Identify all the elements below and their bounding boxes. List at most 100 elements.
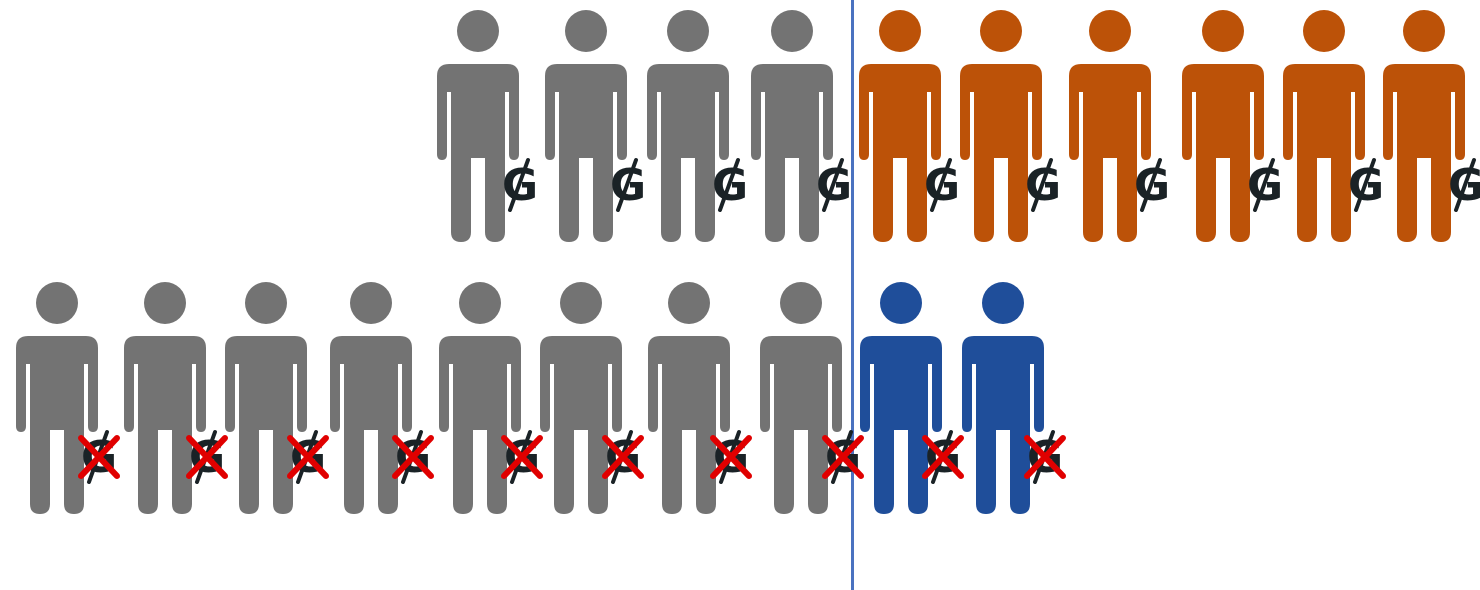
person-head [565,10,607,52]
g-symbol-icon: G [600,156,656,216]
grey-person-icon [749,8,835,248]
person-body [1182,64,1264,242]
person-head [668,282,710,324]
red-cross-mark [287,435,329,479]
g-symbol-slash [822,158,844,212]
red-cross-mark [822,435,864,479]
red-cross-mark [78,435,120,479]
grey-person-icon [758,280,844,520]
person-head [980,10,1022,52]
person-body [760,336,842,514]
person-body [751,64,833,242]
grey-person-icon [543,8,629,248]
g-symbol-slash [718,158,740,212]
grey-person-icon [14,280,100,520]
person-body [16,336,98,514]
grey-person-icon [435,8,521,248]
crossed-g-symbol-icon: G [815,428,871,488]
person-head [36,282,78,324]
person-head [982,282,1024,324]
orange-person-icon [1281,8,1367,248]
person-head [1303,10,1345,52]
person-body [225,336,307,514]
grey-person-icon [328,280,414,520]
g-symbol-slash [1354,158,1376,212]
person-body [1283,64,1365,242]
person-body [540,336,622,514]
person-body [124,336,206,514]
person-body [647,64,729,242]
orange-person-icon [1180,8,1266,248]
person-body [962,336,1044,514]
person-head [457,10,499,52]
g-symbol-icon: G [1237,156,1293,216]
person-head [880,282,922,324]
red-cross-mark [1024,435,1066,479]
grey-person-icon [122,280,208,520]
g-symbol-slash [1454,158,1476,212]
grey-person-icon [437,280,523,520]
g-symbol-icon: G [1438,156,1480,216]
person-head [667,10,709,52]
red-cross-mark [710,435,752,479]
person-head [879,10,921,52]
g-symbol-slash [616,158,638,212]
blue-person-icon [960,280,1046,520]
crossed-g-symbol-icon: G [595,428,651,488]
orange-person-icon [958,8,1044,248]
red-cross-mark [501,435,543,479]
person-body [437,64,519,242]
crossed-g-symbol-icon: G [385,428,441,488]
g-symbol-icon: G [806,156,862,216]
red-cross-mark [602,435,644,479]
crossed-g-symbol-icon: G [1017,428,1073,488]
g-symbol-slash [1031,158,1053,212]
crossed-g-symbol-icon: G [179,428,235,488]
g-symbol-icon: G [914,156,970,216]
person-body [545,64,627,242]
crossed-g-symbol-icon: G [915,428,971,488]
orange-person-icon [1381,8,1467,248]
grey-person-icon [538,280,624,520]
person-body [439,336,521,514]
g-symbol-icon: G [1015,156,1071,216]
person-head [1202,10,1244,52]
crossed-g-symbol-icon: G [703,428,759,488]
crossed-g-symbol-icon: G [280,428,336,488]
g-symbol-slash [1253,158,1275,212]
g-symbol-icon: G [1338,156,1394,216]
crossed-g-symbol-icon: G [71,428,127,488]
person-body [860,336,942,514]
grey-person-icon [223,280,309,520]
person-body [330,336,412,514]
orange-person-icon [857,8,943,248]
red-cross-mark [392,435,434,479]
person-head [459,282,501,324]
person-body [1383,64,1465,242]
grey-person-icon [645,8,731,248]
person-head [245,282,287,324]
red-cross-mark [186,435,228,479]
person-head [771,10,813,52]
person-body [960,64,1042,242]
person-body [859,64,941,242]
blue-person-icon [858,280,944,520]
grey-person-icon [646,280,732,520]
person-head [1089,10,1131,52]
red-cross-mark [922,435,964,479]
person-body [1069,64,1151,242]
person-head [144,282,186,324]
orange-person-icon [1067,8,1153,248]
crossed-g-symbol-icon: G [494,428,550,488]
g-symbol-icon: G [1124,156,1180,216]
person-head [560,282,602,324]
g-symbol-icon: G [492,156,548,216]
g-symbol-slash [930,158,952,212]
person-head [350,282,392,324]
person-head [780,282,822,324]
g-symbol-slash [508,158,530,212]
person-head [1403,10,1445,52]
person-body [648,336,730,514]
vertical-divider-line [851,0,854,590]
